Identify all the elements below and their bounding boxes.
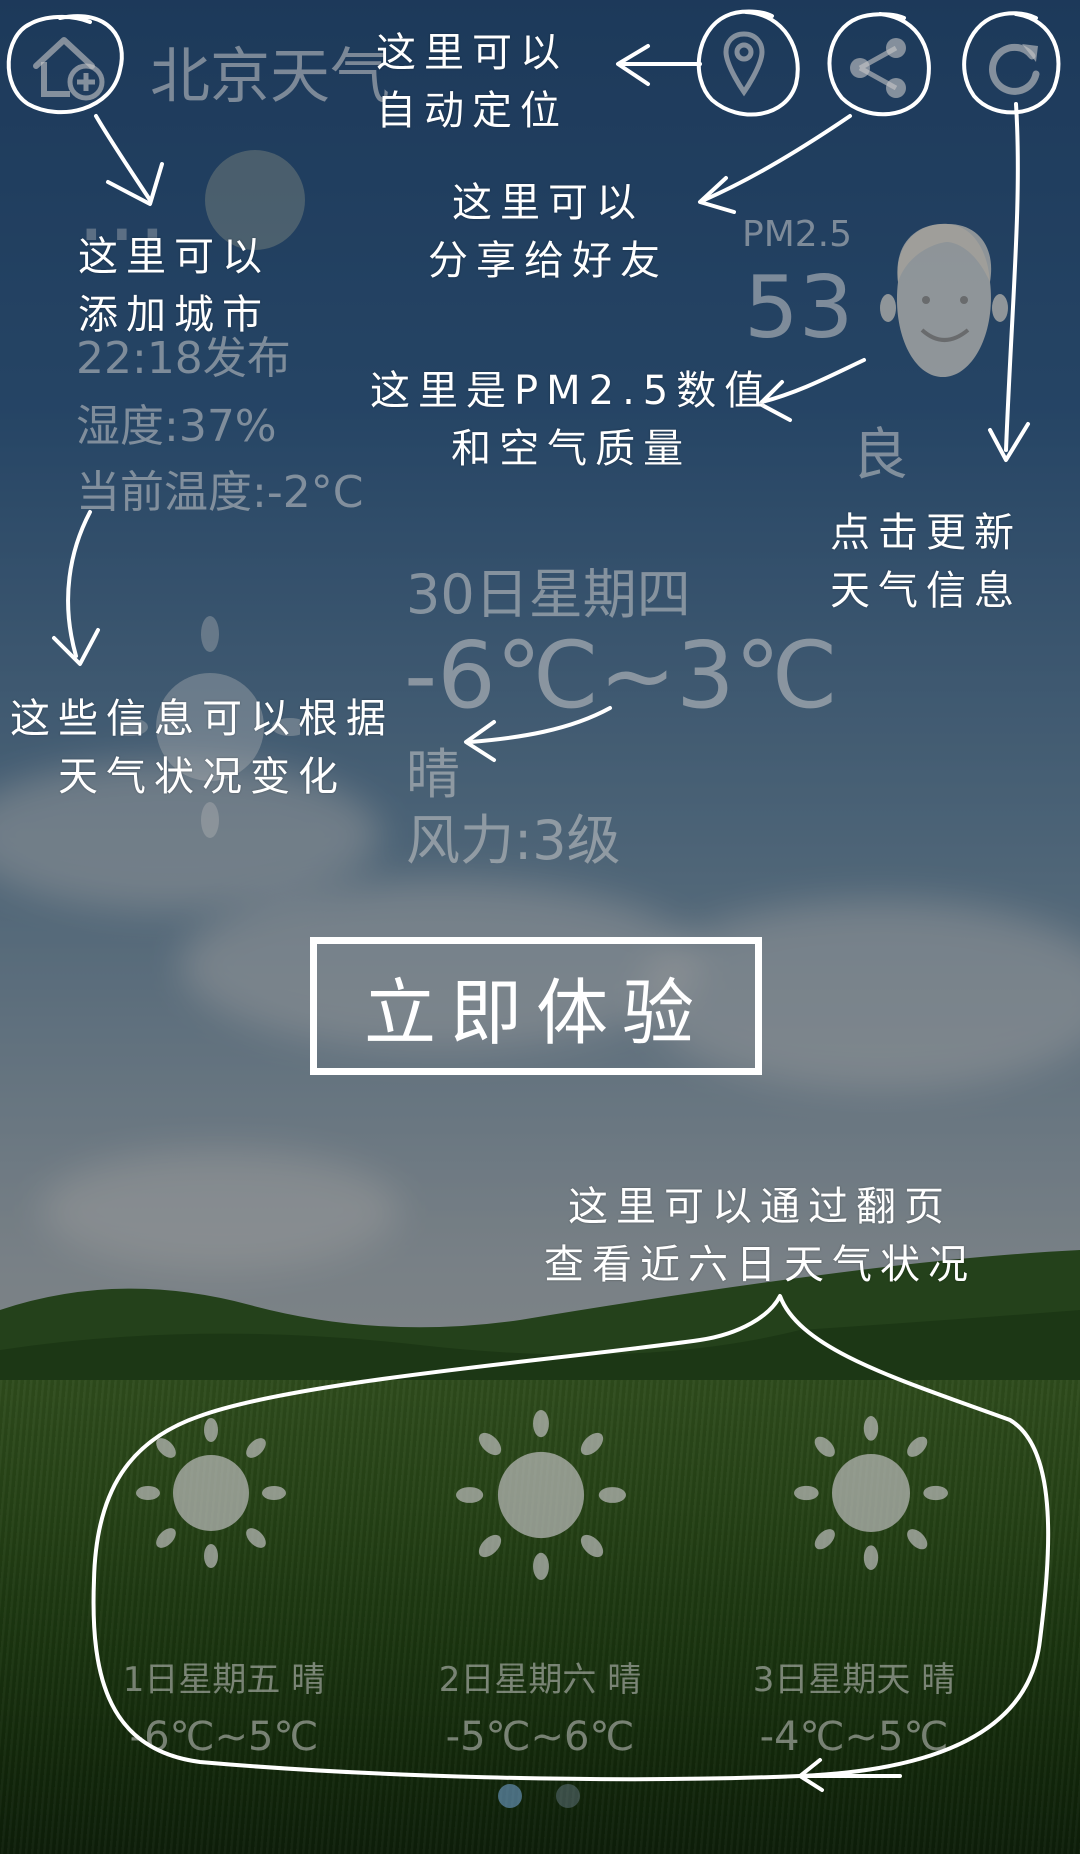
- sun-icon: [136, 1418, 286, 1568]
- location-pin-icon[interactable]: [722, 30, 766, 100]
- humidity-text: 湿度:37%: [76, 401, 277, 452]
- sun-icon: [456, 1410, 626, 1580]
- try-now-button[interactable]: 立即体验: [310, 937, 762, 1075]
- page-indicator-dot-active[interactable]: [498, 1784, 522, 1808]
- today-condition: 晴: [406, 743, 460, 806]
- forecast-temp: -4℃~5℃: [759, 1714, 949, 1760]
- share-icon[interactable]: [846, 36, 912, 100]
- sun-icon: [794, 1416, 948, 1570]
- annotation-share: 这里可以 分享给好友: [428, 180, 668, 284]
- air-quality-text: 良: [852, 423, 908, 488]
- today-wind: 风力:3级: [406, 809, 621, 872]
- annotation-refresh: 点击更新 天气信息: [830, 510, 1022, 614]
- annotation-add-city: 这里可以 添加城市: [78, 234, 270, 338]
- refresh-icon[interactable]: [982, 34, 1046, 100]
- forecast-temp: -6℃~5℃: [129, 1714, 319, 1760]
- home-plus-icon[interactable]: [30, 32, 106, 102]
- publish-time: 22:18发布: [76, 333, 291, 384]
- annotation-paging: 这里可以通过翻页 查看近六日天气状况: [544, 1184, 976, 1288]
- annotation-locate: 这里可以 自动定位: [376, 30, 568, 134]
- pm25-label: PM2.5: [742, 214, 853, 255]
- page-indicator-dot[interactable]: [556, 1784, 580, 1808]
- pm25-value: 53: [744, 258, 854, 358]
- today-temp-range: -6℃~3℃: [404, 622, 838, 729]
- cloud: [180, 880, 700, 1050]
- current-temp-text: 当前温度:-2°C: [76, 467, 364, 518]
- forecast-temp: -5℃~6℃: [445, 1714, 635, 1760]
- annotation-pm: 这里是PM2.5数值 和空气质量: [370, 368, 773, 472]
- sun-icon: [120, 616, 300, 838]
- annotation-info-change: 这些信息可以根据 天气状况变化: [10, 696, 394, 800]
- sun-icon: [205, 150, 305, 250]
- forecast-day-label: 1日星期五 晴: [122, 1660, 326, 1700]
- face-icon: [880, 223, 1008, 377]
- forecast-day-label: 2日星期六 晴: [438, 1660, 642, 1700]
- forecast-day-label: 3日星期天 晴: [752, 1660, 956, 1700]
- cloud: [0, 760, 380, 910]
- city-title: 北京天气: [150, 42, 390, 112]
- cloud: [640, 900, 1080, 1090]
- today-date: 30日星期四: [406, 563, 691, 626]
- cloud: [40, 1150, 400, 1270]
